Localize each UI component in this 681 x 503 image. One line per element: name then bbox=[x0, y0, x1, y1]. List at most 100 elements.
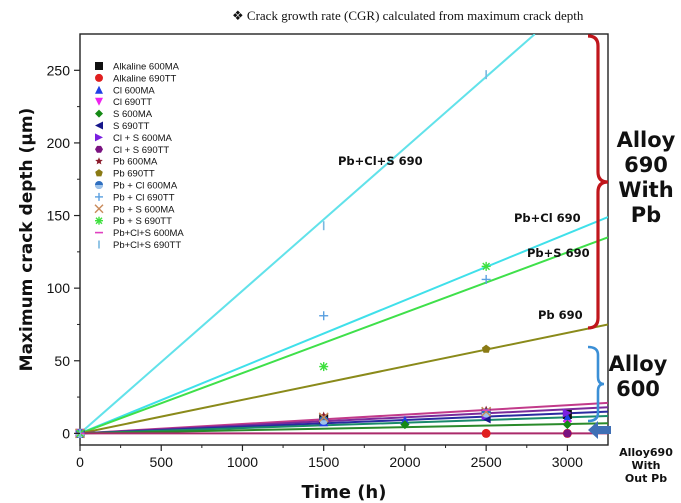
legend-label-cl-s-690tt: Cl + S 690TT bbox=[113, 145, 169, 156]
y-tick-label-200: 200 bbox=[47, 135, 71, 151]
fit-line-pb-s-690 bbox=[80, 236, 608, 435]
data-point-cl-s-600ma-2 bbox=[562, 408, 572, 418]
data-point-pb-690tt-1 bbox=[481, 344, 491, 353]
legend-item-pb-690tt: Pb 690TT bbox=[95, 169, 155, 180]
legend-marker-pb-s-600ma bbox=[94, 204, 104, 214]
legend-marker-cl-600ma bbox=[95, 85, 103, 94]
legend-marker-pb-s-690tt bbox=[95, 216, 103, 225]
alloy600-label-line-2: 600 bbox=[616, 377, 660, 401]
fit-label-pb-690: Pb 690 bbox=[538, 308, 583, 322]
legend-label-pb-690tt: Pb 690TT bbox=[113, 169, 155, 180]
fit-line-labels: Pb+Cl+S 690 Pb+Cl 690 Pb+S 690 Pb 690 bbox=[338, 154, 590, 322]
fit-label-pb-cl-s-690: Pb+Cl+S 690 bbox=[338, 154, 423, 168]
data-point-cl-600ma-3 bbox=[562, 412, 572, 422]
legend-item-cl-690tt: Cl 690TT bbox=[95, 97, 152, 108]
alloy690-label-line-2: 690 bbox=[624, 153, 668, 177]
chart-header-note: ❖ Crack growth rate (CGR) calculated fro… bbox=[232, 8, 584, 23]
fit-label-pb-s-690: Pb+S 690 bbox=[527, 246, 590, 260]
nopb-label-line-1: Alloy690 bbox=[619, 446, 673, 459]
alloy690-with-pb-label: Alloy 690 With Pb bbox=[614, 128, 678, 228]
legend-item-pb-cl-600ma: Pb + Cl 600MA bbox=[95, 181, 178, 192]
legend-item-pb-s-600ma: Pb + S 600MA bbox=[94, 204, 175, 215]
legend-marker-pb-cl-690tt bbox=[95, 192, 103, 201]
legend-marker-s-690tt bbox=[95, 121, 103, 130]
y-tick-label-250: 250 bbox=[47, 62, 71, 78]
legend-label-pb-cl-690tt: Pb + Cl 690TT bbox=[113, 192, 175, 203]
legend-item-s-600ma: S 600MA bbox=[95, 109, 153, 120]
legend-item-pb-600ma: Pb 600MA bbox=[95, 157, 158, 168]
alloy690-label-line-1: Alloy bbox=[616, 128, 676, 152]
legend-item-cl-s-690tt: Cl + S 690TT bbox=[95, 145, 169, 156]
legend-item-pb-cl-690tt: Pb + Cl 690TT bbox=[95, 192, 175, 203]
legend-label-cl-600ma: Cl 600MA bbox=[113, 85, 155, 96]
legend-marker-pb-cl-600ma bbox=[95, 181, 103, 189]
fit-lines bbox=[80, 34, 608, 435]
legend-label-pb-600ma: Pb 600MA bbox=[113, 157, 158, 168]
legend-marker-cl-s-600ma bbox=[95, 133, 103, 142]
alloy690-label-line-4: Pb bbox=[630, 203, 662, 227]
plot-area bbox=[79, 33, 609, 446]
x-tick-label-1000: 1000 bbox=[227, 454, 258, 470]
legend-label-pb-s-600ma: Pb + S 600MA bbox=[113, 204, 175, 215]
y-tick-label-100: 100 bbox=[47, 280, 71, 296]
nopb-label-line-3: Out Pb bbox=[624, 472, 668, 485]
data-point-pb-cl-600ma-1 bbox=[319, 415, 329, 425]
legend-label-alkaline-600ma: Alkaline 600MA bbox=[113, 62, 180, 73]
x-tick-label-0: 0 bbox=[76, 454, 84, 470]
alloy690-bracket bbox=[587, 34, 609, 330]
fit-line-alloy600-7 bbox=[80, 414, 608, 435]
fit-label-pb-cl-690: Pb+Cl 690 bbox=[514, 211, 581, 225]
legend-item-cl-s-600ma: Cl + S 600MA bbox=[95, 133, 173, 144]
legend-label-cl-690tt: Cl 690TT bbox=[113, 97, 152, 108]
alloy600-bracket bbox=[587, 345, 605, 423]
alloy600-label: Alloy 600 bbox=[608, 352, 668, 402]
legend-marker-pb-690tt bbox=[95, 169, 103, 177]
data-point-s-600ma-2 bbox=[562, 420, 572, 430]
fit-line-pb-690 bbox=[80, 323, 608, 435]
x-axis-label: Time (h) bbox=[302, 482, 387, 503]
y-axis-label: Maximum crack depth (μm) bbox=[17, 108, 37, 372]
legend-label-cl-s-600ma: Cl + S 600MA bbox=[113, 133, 173, 144]
data-point-pb-s-600ma-2 bbox=[481, 406, 492, 417]
x-tick-label-2500: 2500 bbox=[471, 454, 502, 470]
legend-item-alkaline-690tt: Alkaline 690TT bbox=[95, 73, 177, 84]
data-point-alkaline-690tt-1 bbox=[481, 428, 491, 438]
y-tick-label-0: 0 bbox=[62, 425, 70, 441]
alloy690-without-pb-label: Alloy690 With Out Pb bbox=[618, 446, 674, 485]
legend-item-s-690tt: S 690TT bbox=[95, 121, 150, 132]
alloy600-label-line-1: Alloy bbox=[608, 352, 668, 376]
legend-label-pb-cl-600ma: Pb + Cl 600MA bbox=[113, 181, 178, 192]
legend-label-pb-s-690tt: Pb + S 690TT bbox=[113, 216, 172, 227]
legend-label-alkaline-690tt: Alkaline 690TT bbox=[113, 73, 177, 84]
legend-marker-s-600ma bbox=[95, 109, 103, 118]
fit-line-alloy600-8 bbox=[80, 422, 608, 435]
data-point-pb-cl-690tt-2 bbox=[481, 274, 491, 284]
side-annotations bbox=[587, 34, 611, 439]
axes: 0 500 1000 1500 2000 2500 3000 0 50 100 150 200 250 T… bbox=[17, 62, 583, 503]
data-point-cl-s-690tt-1 bbox=[562, 429, 572, 438]
legend-marker-pb-600ma bbox=[95, 157, 103, 165]
plot-frame bbox=[79, 33, 609, 446]
legend-label-s-690tt: S 690TT bbox=[113, 121, 150, 132]
nopb-label-line-2: With bbox=[631, 459, 661, 472]
legend-label-s-600ma: S 600MA bbox=[113, 109, 153, 120]
data-point-pb-s-690tt-2 bbox=[481, 261, 491, 271]
fit-line-pb-cl-s-690 bbox=[80, 34, 536, 435]
legend-marker-cl-s-690tt bbox=[95, 145, 103, 153]
legend-label-pb-cl-s-690tt: Pb+Cl+S 690TT bbox=[113, 240, 181, 251]
x-tick-label-2000: 2000 bbox=[389, 454, 420, 470]
legend-item-pb-s-690tt: Pb + S 690TT bbox=[95, 216, 172, 227]
fit-line-pb-cl-690 bbox=[80, 216, 608, 435]
nopb-arrow-icon bbox=[588, 421, 611, 439]
x-tick-label-500: 500 bbox=[150, 454, 174, 470]
legend-marker-alkaline-690tt bbox=[95, 73, 103, 82]
x-tick-label-1500: 1500 bbox=[308, 454, 339, 470]
legend-marker-cl-690tt bbox=[95, 97, 103, 106]
data-point-s-600ma-1 bbox=[400, 420, 410, 430]
legend-item-alkaline-600ma: Alkaline 600MA bbox=[95, 62, 180, 73]
alloy690-label-line-3: With bbox=[618, 178, 674, 202]
data-point-pb-cl-690tt-1 bbox=[319, 311, 329, 321]
y-tick-label-50: 50 bbox=[54, 353, 70, 369]
